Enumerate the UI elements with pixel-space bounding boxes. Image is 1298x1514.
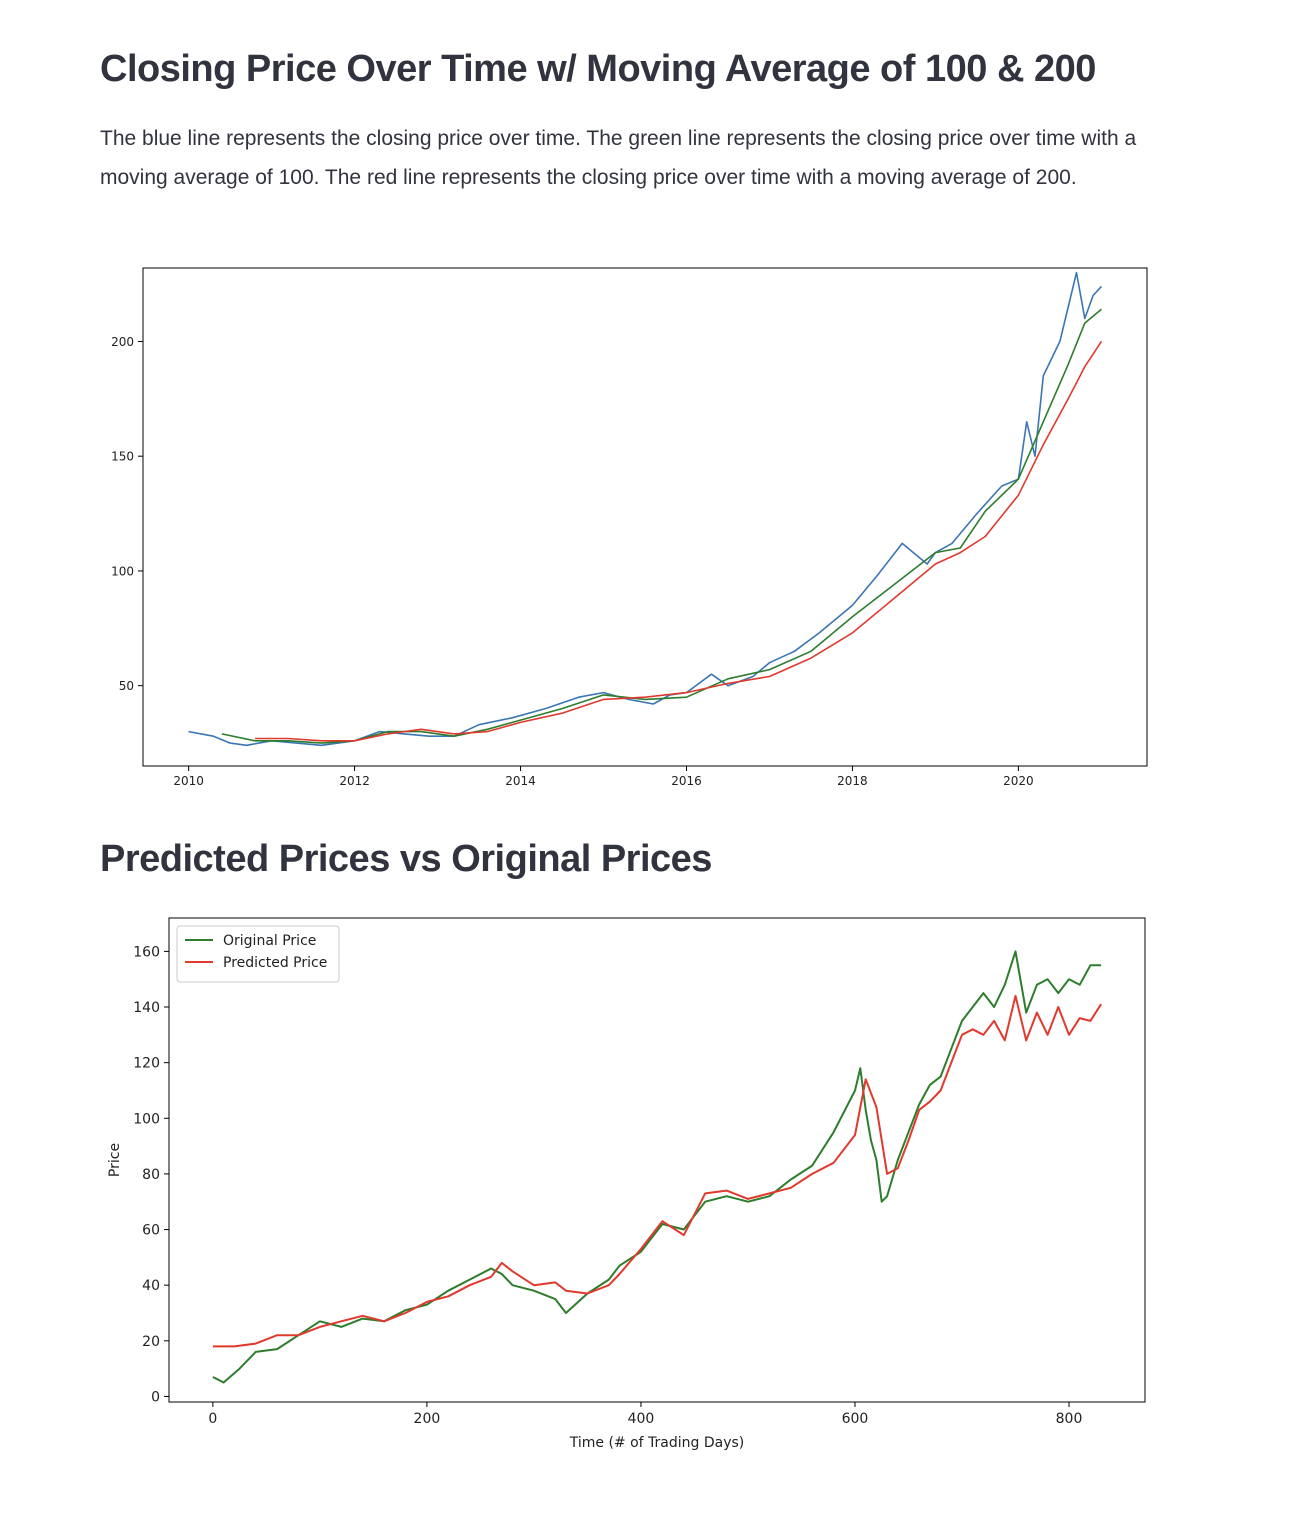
chart2-y-tick-label: 100 xyxy=(133,1111,160,1127)
chart2-original-price-line xyxy=(212,950,1102,1384)
chart2-y-axis-label: Price xyxy=(107,1143,123,1177)
moving-average-chart: 2010 2012 2014 2016 2018 2020 50 100 150 200 xyxy=(111,267,1148,788)
chart1-x-tick-label: 2018 xyxy=(837,774,868,788)
chart2-predicted-price-line xyxy=(212,994,1102,1348)
chart2-y-tick-label: 20 xyxy=(142,1334,160,1350)
chart1-x-tick-label: 2012 xyxy=(339,774,370,788)
chart2-legend-box xyxy=(176,925,340,983)
chart1-x-tick-label: 2016 xyxy=(671,774,702,788)
predicted-vs-original-chart: 0 200 400 600 800 0 20 40 60 80 100 120 140 160 Time (… xyxy=(107,917,1146,1451)
chart1-y-tick-label: 200 xyxy=(111,335,134,349)
chart2-plot-frame xyxy=(168,917,1146,1403)
chart2-legend: Original Price Predicted Price xyxy=(176,925,340,983)
chart2-x-tick-label: 0 xyxy=(208,1411,217,1427)
chart1-x-tick-label: 2010 xyxy=(173,774,204,788)
section-title-moving-average: Closing Price Over Time w/ Moving Averag… xyxy=(100,48,1096,90)
chart2-x-tick-label: 200 xyxy=(414,1411,441,1427)
chart2-x-tick-label: 400 xyxy=(628,1411,655,1427)
chart2-x-tick-label: 800 xyxy=(1056,1411,1083,1427)
chart1-x-tick-label: 2014 xyxy=(505,774,536,788)
chart2-legend-label-predicted-price: Predicted Price xyxy=(223,955,327,971)
chart2-y-tick-label: 0 xyxy=(151,1389,160,1405)
chart1-y-tick-label: 50 xyxy=(119,679,134,693)
chart1-y-tick-label: 150 xyxy=(111,450,134,464)
chart2-y-tick-label: 160 xyxy=(133,944,160,960)
chart2-y-tick-label: 80 xyxy=(142,1167,160,1183)
chart2-y-tick-label: 120 xyxy=(133,1056,160,1072)
section-description: The blue line represents the closing pri… xyxy=(100,127,1137,189)
chart2-y-tick-label: 60 xyxy=(142,1223,160,1239)
chart2-legend-label-original-price: Original Price xyxy=(223,933,316,949)
chart2-y-tick-label: 40 xyxy=(142,1278,160,1294)
section-title-predictions: Predicted Prices vs Original Prices xyxy=(100,838,712,880)
chart2-y-tick-label: 140 xyxy=(133,1000,160,1016)
chart1-plot-frame xyxy=(142,267,1148,767)
chart1-y-tick-label: 100 xyxy=(111,564,134,578)
chart2-x-axis-label: Time (# of Trading Days) xyxy=(569,1435,745,1451)
chart2-x-tick-label: 600 xyxy=(842,1411,869,1427)
chart1-series-3-line xyxy=(255,340,1103,742)
chart1-x-tick-label: 2020 xyxy=(1003,774,1034,788)
